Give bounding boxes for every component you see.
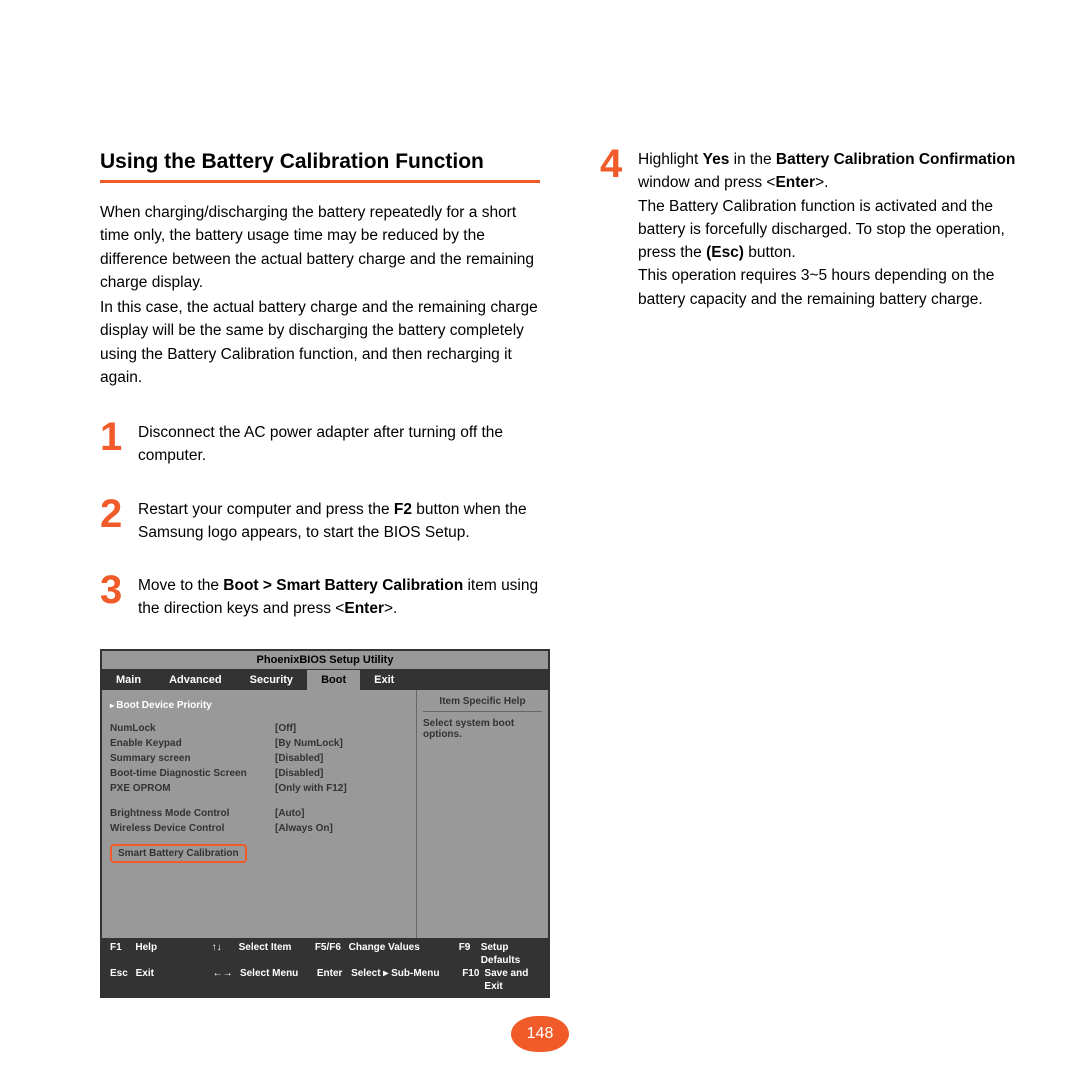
- bios-row: Summary screen[Disabled]: [110, 751, 408, 766]
- page-number-badge: 148: [511, 1016, 569, 1052]
- bios-row: Wireless Device Control[Always On]: [110, 821, 408, 836]
- step-text: Move to the Boot > Smart Battery Calibra…: [138, 572, 540, 621]
- bios-tab-exit: Exit: [360, 670, 408, 690]
- bios-left-panel: Boot Device Priority NumLock[Off] Enable…: [102, 690, 416, 938]
- bios-row: PXE OPROM[Only with F12]: [110, 781, 408, 796]
- step-text: Highlight Yes in the Battery Calibration…: [638, 146, 1025, 311]
- right-column: 4 Highlight Yes in the Battery Calibrati…: [600, 150, 1025, 998]
- bios-footer: F1Help ↑↓Select Item F5/F6Change Values …: [102, 938, 548, 996]
- step-number: 3: [100, 572, 128, 608]
- step-number: 4: [600, 146, 628, 182]
- section-title: Using the Battery Calibration Function: [100, 150, 540, 183]
- bios-body: Boot Device Priority NumLock[Off] Enable…: [102, 690, 548, 938]
- step-1: 1 Disconnect the AC power adapter after …: [100, 419, 540, 468]
- step-number: 2: [100, 496, 128, 532]
- bios-tabs: Main Advanced Security Boot Exit: [102, 670, 548, 690]
- steps-list: 1 Disconnect the AC power adapter after …: [100, 419, 540, 621]
- bios-smart-calibration-highlight: Smart Battery Calibration: [110, 844, 247, 863]
- bios-tab-security: Security: [236, 670, 307, 690]
- intro-para-1: When charging/discharging the battery re…: [100, 201, 540, 294]
- step-text: Restart your computer and press the F2 b…: [138, 496, 540, 545]
- intro-para-2: In this case, the actual battery charge …: [100, 296, 540, 389]
- bios-help-title: Item Specific Help: [423, 696, 542, 712]
- bios-row: NumLock[Off]: [110, 721, 408, 736]
- bios-help-panel: Item Specific Help Select system boot op…: [416, 690, 548, 938]
- bios-tab-advanced: Advanced: [155, 670, 236, 690]
- bios-screenshot: PhoenixBIOS Setup Utility Main Advanced …: [100, 649, 550, 998]
- step-4: 4 Highlight Yes in the Battery Calibrati…: [600, 146, 1025, 311]
- bios-boot-priority: Boot Device Priority: [110, 700, 408, 711]
- bios-row: Enable Keypad[By NumLock]: [110, 736, 408, 751]
- step-text: Disconnect the AC power adapter after tu…: [138, 419, 540, 468]
- step-3: 3 Move to the Boot > Smart Battery Calib…: [100, 572, 540, 621]
- step-2: 2 Restart your computer and press the F2…: [100, 496, 540, 545]
- bios-tab-boot: Boot: [307, 670, 360, 690]
- intro-text: When charging/discharging the battery re…: [100, 201, 540, 389]
- bios-title: PhoenixBIOS Setup Utility: [102, 651, 548, 670]
- left-column: Using the Battery Calibration Function W…: [100, 150, 540, 998]
- bios-row: Brightness Mode Control[Auto]: [110, 806, 408, 821]
- bios-tab-main: Main: [102, 670, 155, 690]
- step-number: 1: [100, 419, 128, 455]
- bios-row: Boot-time Diagnostic Screen[Disabled]: [110, 766, 408, 781]
- bios-help-text: Select system boot options.: [423, 718, 542, 740]
